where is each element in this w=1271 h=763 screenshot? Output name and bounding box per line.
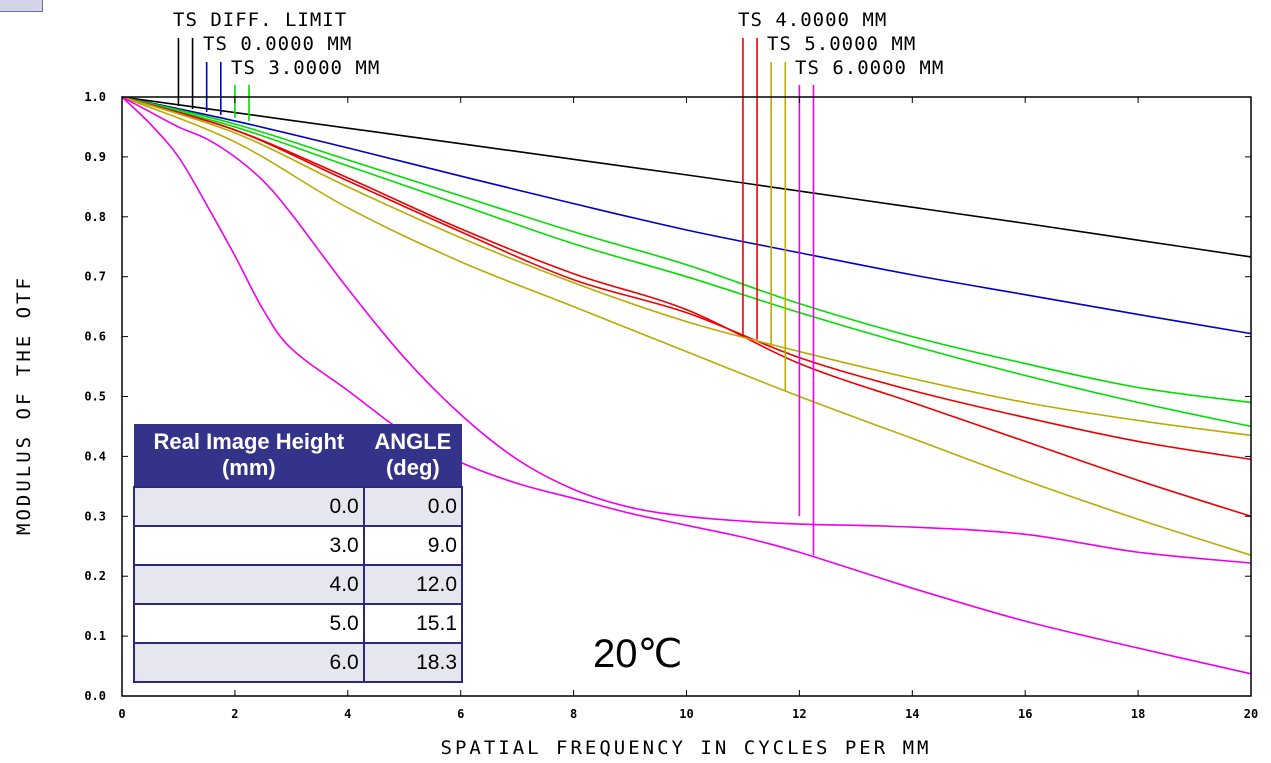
series-line-8 — [121, 96, 1252, 564]
series-line-3 — [121, 96, 1252, 428]
x-tick-label: 4 — [344, 707, 351, 721]
series-lines — [121, 96, 1252, 675]
col-header-angle: ANGLE (deg) — [374, 429, 452, 480]
x-tick-label: 8 — [570, 707, 577, 721]
legend-label: TS 4.0000 MM — [738, 9, 887, 31]
y-tick-label: 0.3 — [84, 509, 106, 523]
legend-label: TS DIFF. LIMIT — [173, 9, 347, 31]
x-tick-label: 20 — [1244, 707, 1258, 721]
table-row: 4.0 12.0 — [133, 564, 464, 604]
x-tick-label: 18 — [1131, 707, 1145, 721]
y-tick-label: 0.8 — [84, 210, 106, 224]
table-row: 5.0 15.1 — [133, 603, 464, 643]
table-row: 3.0 9.0 — [133, 525, 464, 565]
table-row: 0.0 0.0 — [133, 486, 464, 526]
y-tick-label: 0.0 — [84, 689, 106, 703]
x-tick-label: 12 — [792, 707, 806, 721]
cell-angle: 0.0 — [362, 486, 464, 526]
x-tick-label: 0 — [118, 707, 125, 721]
temperature-annotation: 20℃ — [593, 632, 682, 676]
series-line-9 — [121, 96, 1252, 675]
cell-height: 0.0 — [133, 486, 364, 526]
y-tick-label: 0.6 — [84, 330, 106, 344]
cell-height: 5.0 — [133, 603, 364, 643]
y-tick-label: 0.1 — [84, 629, 106, 643]
cell-angle: 9.0 — [362, 525, 464, 565]
cell-height: 3.0 — [133, 525, 364, 565]
cell-angle: 12.0 — [362, 564, 464, 604]
y-tick-label: 0.2 — [84, 569, 106, 583]
series-line-0 — [121, 96, 1252, 258]
col-header-height: Real Image Height (mm) — [153, 429, 345, 480]
series-line-4 — [121, 96, 1252, 461]
corner-tab — [0, 0, 43, 12]
y-tick-label: 0.9 — [84, 150, 106, 164]
y-axis-title: MODULUS OF THE OTF — [13, 275, 35, 535]
x-tick-label: 6 — [457, 707, 464, 721]
x-tick-label: 2 — [231, 707, 238, 721]
legend-label: TS 0.0000 MM — [203, 33, 352, 55]
legend-label: TS 5.0000 MM — [767, 33, 916, 55]
y-tick-label: 0.5 — [84, 390, 106, 404]
x-tick-label: 14 — [905, 707, 919, 721]
cell-height: 6.0 — [133, 642, 364, 683]
cell-angle: 18.3 — [362, 642, 464, 683]
legend-markers — [177, 38, 815, 556]
legend-label: TS 3.0000 MM — [231, 57, 380, 79]
axis-ticks: 0 2 4 6 8 10 12 14 16 18 20 0.0 0.1 0.2 0.3 0.4 0.5 0.6 0.… — [84, 90, 1258, 721]
cell-angle: 15.1 — [362, 603, 464, 643]
series-line-5 — [121, 96, 1252, 518]
y-tick-label: 0.7 — [84, 270, 106, 284]
series-line-2 — [121, 96, 1252, 404]
y-tick-label: 0.4 — [84, 449, 106, 463]
y-tick-label: 1.0 — [84, 90, 106, 104]
series-line-6 — [121, 96, 1252, 437]
table-header: Real Image Height (mm) ANGLE (deg) — [134, 424, 462, 487]
cell-height: 4.0 — [133, 564, 364, 604]
x-tick-label: 16 — [1018, 707, 1032, 721]
table-row: 6.0 18.3 — [133, 642, 464, 683]
x-tick-label: 10 — [679, 707, 693, 721]
angle-table: Real Image Height (mm) ANGLE (deg) 0.0 0.0… — [133, 424, 464, 683]
legend-label: TS 6.0000 MM — [795, 57, 944, 79]
x-axis-title: SPATIAL FREQUENCY IN CYCLES PER MM — [441, 737, 932, 759]
series-line-1 — [121, 96, 1252, 335]
series-line-7 — [121, 96, 1252, 557]
